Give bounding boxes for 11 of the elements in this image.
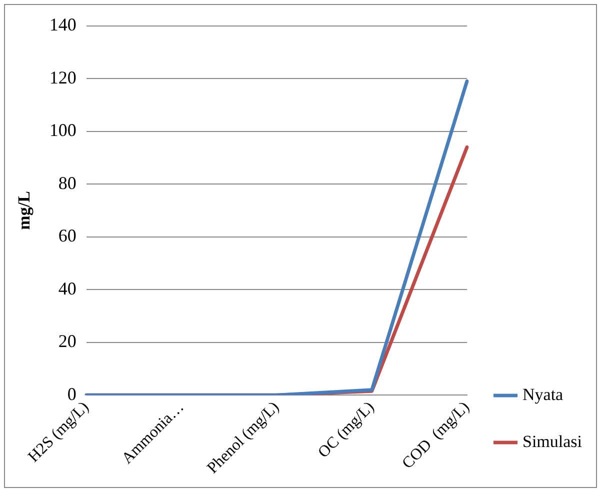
legend-label: Nyata xyxy=(522,384,564,404)
y-tick-label: 100 xyxy=(49,120,76,140)
y-tick-label: 140 xyxy=(49,14,76,35)
y-axis-title: mg/L xyxy=(14,191,34,230)
y-tick-label: 40 xyxy=(58,278,76,298)
legend-label: Simulasi xyxy=(522,432,582,451)
y-tick-label: 20 xyxy=(58,331,76,352)
y-tick-label: 80 xyxy=(58,172,76,193)
y-tick-label: 120 xyxy=(49,67,76,88)
y-tick-label: 60 xyxy=(58,226,76,246)
y-tick-label: 0 xyxy=(67,384,76,404)
